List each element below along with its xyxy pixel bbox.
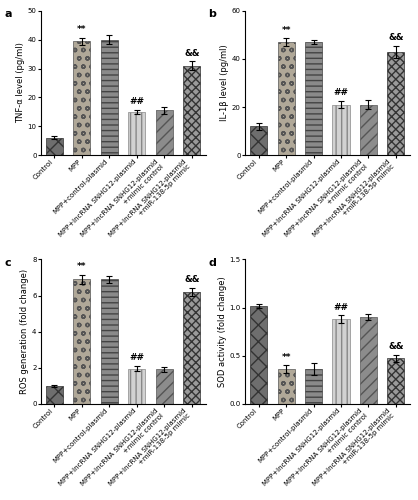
Text: b: b [209, 10, 217, 20]
Y-axis label: TNF-α level (pg/ml): TNF-α level (pg/ml) [16, 42, 25, 123]
Text: &&: && [184, 276, 199, 284]
Text: a: a [5, 10, 12, 20]
Text: ##: ## [334, 302, 349, 312]
Bar [278, 42, 295, 155]
Bar [360, 104, 377, 155]
Bar [250, 126, 267, 155]
Bar [156, 110, 173, 155]
Bar [305, 369, 322, 404]
Y-axis label: SOD activity (fold change): SOD activity (fold change) [218, 276, 227, 387]
Bar [74, 280, 90, 404]
Bar [387, 52, 405, 155]
Text: **: ** [281, 352, 291, 362]
Text: **: ** [77, 25, 87, 34]
Y-axis label: ROS generation (fold change): ROS generation (fold change) [20, 269, 29, 394]
Bar [74, 41, 90, 155]
Text: **: ** [77, 262, 87, 271]
Bar [101, 40, 118, 155]
Text: &&: && [388, 342, 404, 351]
Bar [332, 104, 349, 155]
Text: ##: ## [129, 97, 144, 106]
Bar [305, 42, 322, 155]
Bar [387, 358, 405, 404]
Text: &&: && [388, 33, 404, 42]
Text: ##: ## [129, 353, 144, 362]
Bar [101, 280, 118, 404]
Text: c: c [5, 258, 11, 268]
Bar [360, 317, 377, 404]
Bar [332, 319, 349, 404]
Bar [128, 112, 145, 155]
Text: d: d [209, 258, 217, 268]
Bar [46, 386, 63, 404]
Bar [250, 306, 267, 404]
Y-axis label: IL-1β level (pg/ml): IL-1β level (pg/ml) [220, 44, 229, 122]
Bar [128, 368, 145, 404]
Text: ##: ## [334, 88, 349, 98]
Text: &&: && [184, 48, 199, 58]
Bar [278, 369, 295, 404]
Bar [156, 370, 173, 404]
Bar [183, 292, 200, 404]
Bar [183, 66, 200, 155]
Bar [46, 138, 63, 155]
Text: **: ** [281, 26, 291, 35]
